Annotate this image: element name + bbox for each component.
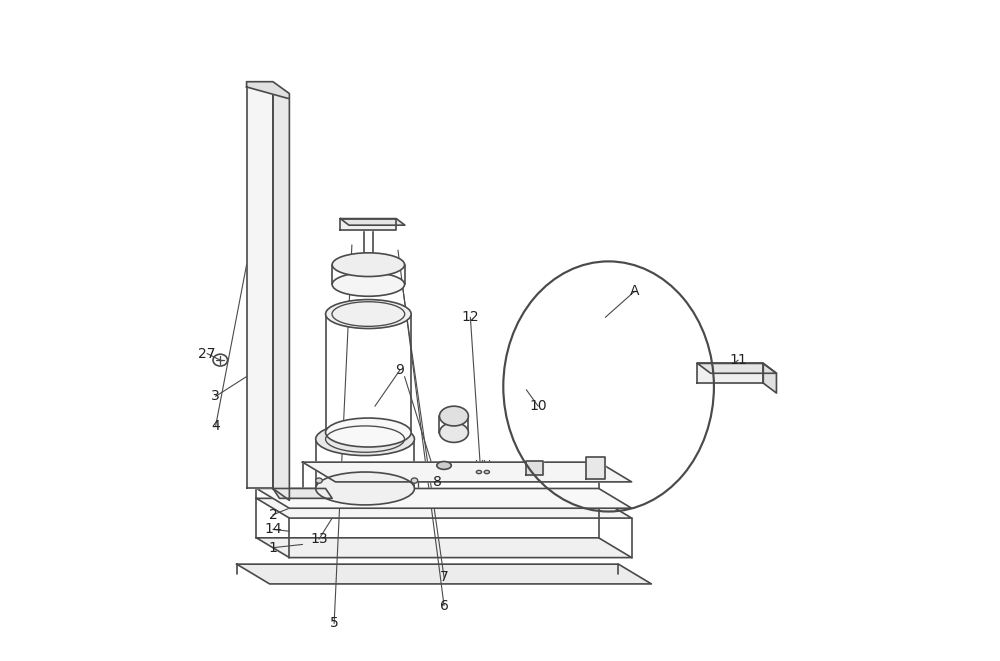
Polygon shape — [763, 364, 776, 393]
Text: 3: 3 — [211, 389, 220, 403]
Text: 8: 8 — [433, 475, 442, 489]
Polygon shape — [340, 219, 405, 225]
Ellipse shape — [326, 418, 411, 447]
Text: 2: 2 — [269, 508, 277, 522]
Text: 5: 5 — [330, 617, 339, 631]
Polygon shape — [256, 488, 632, 508]
Polygon shape — [273, 87, 289, 500]
Polygon shape — [697, 364, 776, 373]
Ellipse shape — [332, 272, 405, 296]
Text: 4: 4 — [211, 419, 220, 433]
Polygon shape — [526, 461, 543, 475]
Ellipse shape — [484, 471, 489, 474]
Ellipse shape — [316, 478, 322, 483]
Polygon shape — [256, 538, 632, 558]
Ellipse shape — [326, 299, 411, 329]
Ellipse shape — [316, 472, 414, 505]
Ellipse shape — [476, 471, 482, 474]
Ellipse shape — [316, 422, 414, 455]
Text: 13: 13 — [310, 532, 328, 546]
Text: 27: 27 — [198, 346, 216, 360]
Ellipse shape — [332, 253, 405, 276]
Polygon shape — [247, 82, 289, 98]
Ellipse shape — [411, 478, 418, 483]
Polygon shape — [340, 219, 396, 231]
Text: 9: 9 — [396, 363, 404, 377]
Text: 14: 14 — [264, 522, 282, 536]
Ellipse shape — [437, 461, 451, 469]
Ellipse shape — [439, 422, 468, 442]
Polygon shape — [237, 564, 651, 584]
Ellipse shape — [439, 407, 468, 426]
Text: 12: 12 — [462, 310, 479, 325]
Polygon shape — [247, 87, 273, 488]
Text: 11: 11 — [729, 353, 747, 367]
Text: 10: 10 — [529, 399, 547, 413]
Text: 7: 7 — [440, 570, 448, 584]
Polygon shape — [273, 488, 332, 498]
Text: 6: 6 — [440, 599, 448, 613]
Polygon shape — [303, 462, 632, 482]
Polygon shape — [697, 364, 763, 383]
Polygon shape — [586, 457, 605, 479]
Polygon shape — [256, 498, 632, 518]
Text: 1: 1 — [268, 541, 277, 555]
Text: A: A — [630, 284, 640, 298]
